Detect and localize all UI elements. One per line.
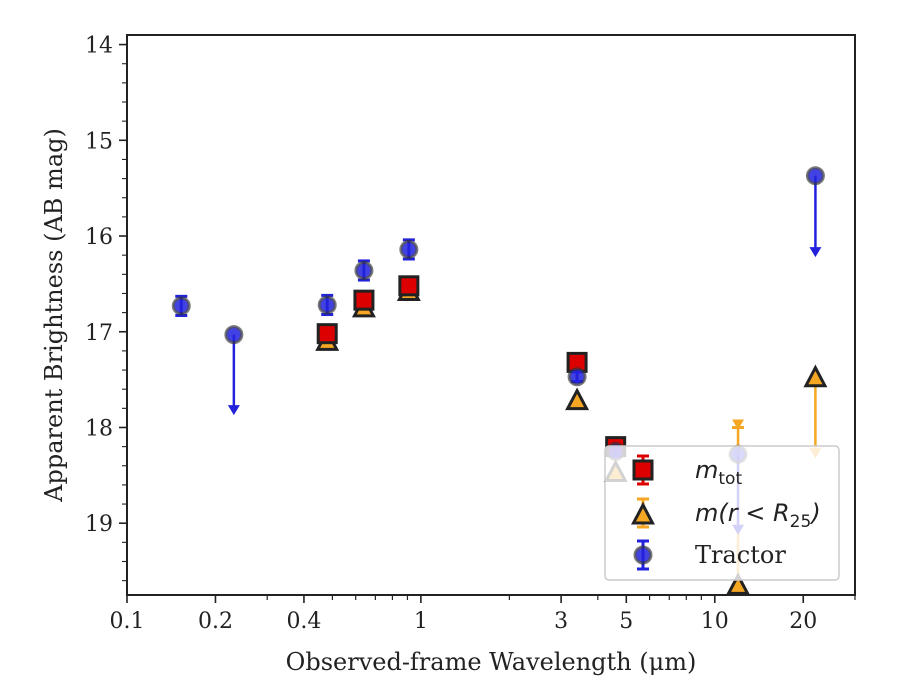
- marker-circle: [171, 296, 191, 316]
- x-tick-label: 5: [619, 609, 633, 634]
- marker-square: [316, 323, 338, 345]
- x-tick-label: 10: [701, 609, 729, 634]
- marker-circle: [805, 166, 825, 186]
- x-tick-label: 0.1: [110, 609, 145, 634]
- data-point: [171, 294, 191, 317]
- x-tick-label: 0.2: [198, 609, 233, 634]
- data-point: [567, 367, 587, 387]
- x-tick-label: 1: [414, 609, 428, 634]
- data-point: [353, 289, 375, 311]
- marker-triangle: [803, 364, 828, 388]
- marker-circle: [317, 295, 337, 315]
- series-square: [316, 275, 627, 458]
- marker-square: [353, 289, 375, 311]
- legend-label: mtot: [695, 456, 742, 489]
- data-point: [566, 351, 588, 373]
- marker-circle: [354, 260, 374, 280]
- legend-entry: mtot: [632, 454, 742, 489]
- y-tick-label: 17: [85, 321, 113, 346]
- y-tick-label: 18: [85, 416, 113, 441]
- legend-label: Tractor: [695, 541, 786, 569]
- marker-circle: [567, 367, 587, 387]
- y-tick-label: 14: [85, 34, 113, 59]
- marker-square: [398, 275, 420, 297]
- legend-box: [604, 445, 840, 581]
- legend-marker-square: [632, 459, 654, 481]
- y-tick-label: 15: [85, 129, 113, 154]
- upper-limit-arrowhead: [227, 405, 240, 416]
- legend-marker-triangle: [631, 501, 655, 525]
- axes-frame: [126, 34, 856, 596]
- marker-circle: [224, 325, 244, 345]
- data-point: [805, 166, 825, 258]
- data-point: [565, 387, 590, 411]
- x-axis-title: Observed-frame Wavelength (μm): [286, 648, 697, 676]
- data-point: [399, 238, 419, 261]
- y-tick-label: 19: [85, 512, 113, 537]
- data-point: [803, 364, 828, 459]
- x-tick-label: 20: [789, 609, 817, 634]
- x-tick-label: 3: [554, 609, 568, 634]
- y-axis-title: Apparent Brightness (AB mag): [40, 128, 68, 503]
- legend: mtot m(r < R25) Tractor: [604, 445, 840, 581]
- marker-triangle: [726, 572, 751, 595]
- legend-entry: Tractor: [633, 539, 786, 571]
- marker-circle: [399, 239, 419, 259]
- axes: 0.1 0.2 0.4 1 3 5 10 20 14 15 16 17 18 19: [85, 34, 856, 634]
- legend-label: m(r < R25): [695, 499, 821, 532]
- data-point: [316, 323, 338, 345]
- y-tick-label: 16: [85, 225, 113, 250]
- data-point: [354, 259, 374, 282]
- data-point: [398, 275, 420, 297]
- upper-limit-arrowhead: [809, 247, 822, 258]
- marker-triangle: [565, 387, 590, 411]
- data-point: [224, 325, 244, 416]
- legend-marker-circle: [633, 545, 653, 565]
- upper-limit-arrowhead: [732, 419, 745, 430]
- legend-entry: m(r < R25): [631, 497, 821, 532]
- data-point: [317, 293, 337, 317]
- x-tick-label: 0.4: [286, 609, 321, 634]
